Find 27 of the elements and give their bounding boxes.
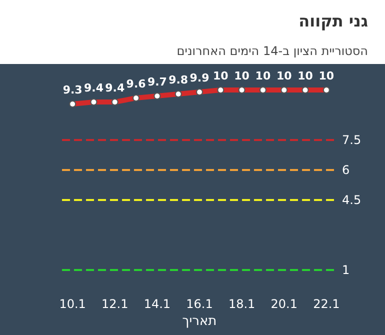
data-label: 10	[318, 70, 334, 82]
chart-subtitle: הסטוריית הציון ב-14 הימים האחרונים	[176, 44, 368, 58]
data-label: 9.4	[105, 82, 125, 94]
ref-line-label: 1	[342, 263, 350, 277]
x-tick-label: 10.1	[59, 297, 86, 311]
x-axis-title: תאריך	[182, 314, 217, 329]
data-label: 9.4	[84, 82, 104, 94]
data-label: 10	[234, 70, 250, 82]
data-label: 9.8	[168, 74, 188, 86]
data-label: 10	[255, 70, 271, 82]
data-label: 9.7	[147, 76, 167, 88]
ref-line-label: 4.5	[342, 193, 362, 207]
data-label: 9.9	[190, 72, 210, 84]
x-tick-label: 16.1	[186, 297, 213, 311]
ref-line-label: 6	[342, 163, 350, 177]
x-tick-label: 20.1	[270, 297, 298, 311]
x-tick-label: 18.1	[228, 297, 256, 311]
data-label: 10	[298, 70, 314, 82]
x-tick-label: 22.1	[313, 297, 340, 311]
data-label: 9.6	[126, 78, 146, 90]
chart-title: גני תקווה	[298, 12, 368, 30]
x-tick-label: 14.1	[144, 297, 171, 311]
data-label: 9.3	[62, 84, 82, 96]
data-label: 10	[213, 70, 229, 82]
ref-line-label: 7.5	[342, 133, 362, 147]
data-label: 10	[276, 70, 292, 82]
x-tick-label: 12.1	[102, 297, 128, 311]
